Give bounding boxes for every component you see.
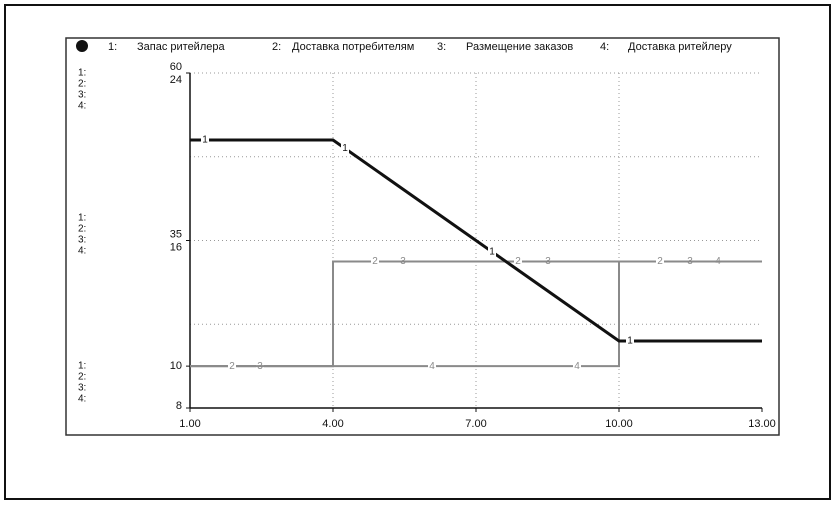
marker-bg xyxy=(488,245,496,258)
series-marker-label: 2 xyxy=(657,256,663,267)
series-marker-label: 1 xyxy=(627,336,633,347)
legend-label: Доставка ритейлеру xyxy=(628,41,732,53)
marker-bg xyxy=(341,142,349,155)
x-tick-label: 4.00 xyxy=(322,418,343,430)
legend-label: Доставка потребителям xyxy=(292,41,414,53)
legend-number: 1: xyxy=(108,41,117,53)
axis-series-number: 1: xyxy=(78,361,86,372)
marker-bg xyxy=(371,255,379,268)
axis-series-number: 4: xyxy=(78,101,86,112)
series-marker-label: 2 xyxy=(515,256,521,267)
axis-series-number: 1: xyxy=(78,213,86,224)
marker-bg xyxy=(656,255,664,268)
marker-bg xyxy=(228,360,236,373)
y2-tick-label: 8 xyxy=(176,400,182,412)
marker-bg xyxy=(201,134,209,146)
series-marker-label: 4 xyxy=(574,361,580,372)
legend-label: Размещение заказов xyxy=(466,41,573,53)
x-tick-label: 1.00 xyxy=(179,418,200,430)
series-marker-label: 1 xyxy=(489,246,495,257)
y2-tick-label: 16 xyxy=(170,241,182,253)
y2-tick-label: 24 xyxy=(170,74,182,86)
series-marker-label: 1 xyxy=(202,135,208,146)
x-tick-label: 7.00 xyxy=(465,418,486,430)
axis-series-number: 2: xyxy=(78,372,86,383)
x-tick-label: 13.00 xyxy=(748,418,776,430)
marker-bg xyxy=(514,255,522,268)
marker-bg xyxy=(428,360,436,373)
series-line xyxy=(190,138,762,343)
y-tick-label: 35 xyxy=(170,228,182,240)
axis-series-number: 2: xyxy=(78,224,86,235)
series-marker-label: 1 xyxy=(342,143,348,154)
legend-number: 4: xyxy=(600,41,609,53)
x-tick-label: 10.00 xyxy=(605,418,633,430)
axis-series-number: 3: xyxy=(78,383,86,394)
axis-series-number: 1: xyxy=(78,68,86,79)
axis-series-number: 4: xyxy=(78,394,86,405)
marker-bg xyxy=(573,360,581,373)
window-frame xyxy=(4,4,831,500)
series-marker-label: 2 xyxy=(229,361,235,372)
graph-icon xyxy=(76,40,88,52)
axis-series-number: 3: xyxy=(78,235,86,246)
axis-series-number: 4: xyxy=(78,246,86,257)
series-marker-label: 4 xyxy=(429,361,435,372)
series-line xyxy=(190,260,762,368)
legend-label: Запас ритейлера xyxy=(137,41,225,53)
y2-tick-label: 10 xyxy=(170,360,182,372)
marker-bg xyxy=(626,335,634,347)
y-tick-label: 60 xyxy=(170,61,182,73)
axis-series-number: 2: xyxy=(78,79,86,90)
graph-panel xyxy=(65,37,780,436)
series-marker-label: 2 xyxy=(372,256,378,267)
axis-series-number: 3: xyxy=(78,90,86,101)
legend-number: 3: xyxy=(437,41,446,53)
legend-number: 2: xyxy=(272,41,281,53)
